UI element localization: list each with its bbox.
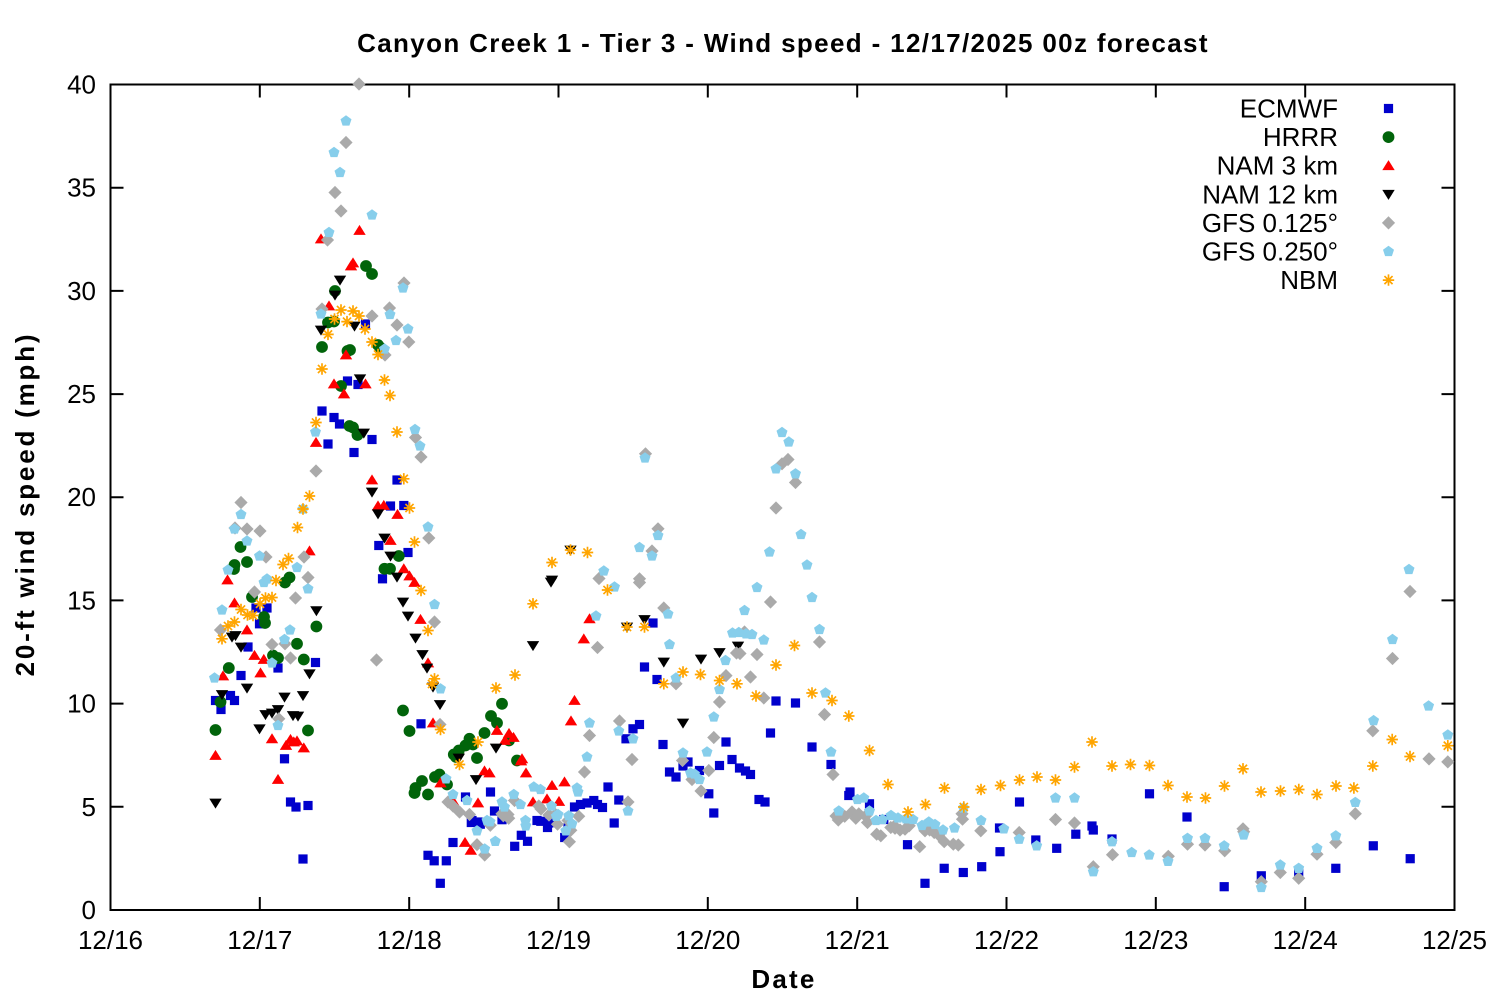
- svg-text:12/23: 12/23: [1123, 925, 1188, 955]
- svg-text:12/20: 12/20: [675, 925, 740, 955]
- svg-text:12/19: 12/19: [526, 925, 591, 955]
- svg-text:ECMWF: ECMWF: [1240, 94, 1338, 124]
- svg-text:NAM 12 km: NAM 12 km: [1202, 179, 1338, 209]
- svg-text:0: 0: [82, 895, 96, 925]
- svg-text:15: 15: [67, 585, 96, 615]
- svg-text:GFS 0.250°: GFS 0.250°: [1202, 237, 1338, 267]
- svg-text:HRRR: HRRR: [1263, 122, 1338, 152]
- svg-text:Canyon Creek 1 - Tier 3 - Wind: Canyon Creek 1 - Tier 3 - Wind speed - 1…: [357, 28, 1209, 58]
- svg-text:20: 20: [67, 482, 96, 512]
- svg-text:Date: Date: [751, 964, 816, 994]
- svg-text:30: 30: [67, 276, 96, 306]
- svg-text:12/16: 12/16: [78, 925, 143, 955]
- svg-text:35: 35: [67, 173, 96, 203]
- svg-text:GFS 0.125°: GFS 0.125°: [1202, 208, 1338, 238]
- svg-text:12/21: 12/21: [825, 925, 890, 955]
- svg-text:12/25: 12/25: [1422, 925, 1487, 955]
- svg-text:20-ft wind speed (mph): 20-ft wind speed (mph): [10, 332, 40, 677]
- svg-text:12/22: 12/22: [974, 925, 1039, 955]
- svg-text:5: 5: [82, 792, 96, 822]
- svg-text:40: 40: [67, 70, 96, 100]
- svg-text:NAM 3 km: NAM 3 km: [1217, 151, 1338, 181]
- svg-text:25: 25: [67, 379, 96, 409]
- svg-text:12/18: 12/18: [377, 925, 442, 955]
- svg-text:12/17: 12/17: [227, 925, 292, 955]
- svg-text:NBM: NBM: [1280, 265, 1338, 295]
- svg-text:10: 10: [67, 689, 96, 719]
- svg-text:12/24: 12/24: [1273, 925, 1338, 955]
